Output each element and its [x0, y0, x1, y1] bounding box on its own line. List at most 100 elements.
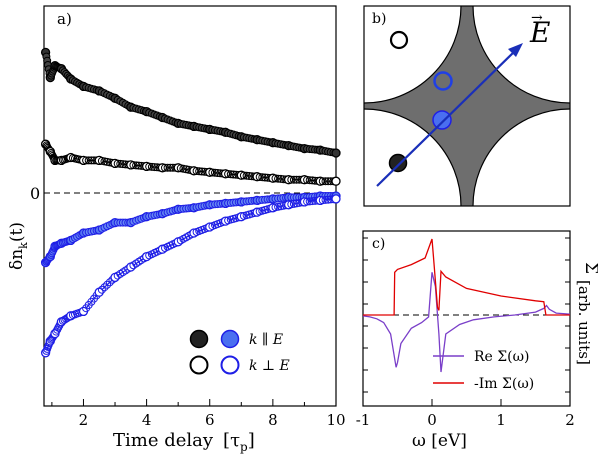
panel-a-legend: k ∥ E k ⊥ E [189, 329, 290, 375]
y-axis-label-main: δn [7, 249, 27, 270]
data-point-series-2 [129, 161, 138, 170]
data-point-series-2 [145, 162, 154, 171]
data-point-series-4 [321, 195, 330, 204]
data-point-series-2 [132, 161, 141, 170]
x-axis-label-main: Time delay [113, 430, 214, 451]
data-point-series-2 [82, 156, 91, 165]
data-point-series-2 [318, 177, 327, 186]
x-tick-label: 4 [142, 411, 152, 429]
corner-region-bottom-right [472, 108, 570, 206]
panel-a-points [40, 47, 341, 358]
k-point-filled-blue [432, 110, 452, 130]
panel-c-label: c) [372, 236, 385, 252]
data-point-series-2 [239, 171, 248, 180]
y-axis-label-arg: (t) [7, 222, 27, 242]
data-point-series-2 [258, 173, 267, 182]
data-point-series-2 [147, 162, 156, 171]
x-tick-label: 8 [268, 411, 278, 429]
y-axis-label-sub: k [17, 242, 30, 249]
panel-c-lines [362, 238, 571, 373]
data-point-series-2 [195, 167, 204, 176]
legend-text-perpendicular: k ⊥ E [249, 358, 290, 374]
data-point-series-2 [208, 168, 217, 177]
panel-b-frame [363, 5, 571, 207]
fit-line-series-4 [45, 198, 337, 354]
re-sigma-line [362, 272, 571, 373]
data-point-series-2 [226, 170, 235, 179]
x-axis-label: Time delay [τp] [113, 430, 255, 454]
legend-text-re: Re Σ(ω) [474, 349, 530, 365]
legend-text-im: -Im Σ(ω) [474, 376, 534, 392]
im-sigma-line [363, 238, 570, 316]
legend-marker-blue-filled [220, 329, 240, 349]
data-point-series-2 [116, 159, 125, 168]
data-point-series-2 [255, 173, 264, 181]
data-point-series-4 [105, 278, 114, 287]
data-point-series-4 [303, 197, 312, 206]
data-point-series-2 [289, 175, 298, 184]
legend-marker-blue-open [220, 355, 240, 375]
data-point-series-2 [84, 156, 93, 165]
data-point-series-4 [331, 194, 341, 204]
panel-c: c) Σ [arb. units] ω [eV] -1 0 1 2 Re Σ(ω) -… [356, 230, 598, 451]
c-x-tick-label: -1 [356, 411, 371, 429]
data-point-series-2 [242, 171, 251, 180]
legend-marker-black-open [189, 355, 209, 375]
corner-region-top-left [364, 6, 462, 104]
corner-region-top-right [472, 6, 570, 104]
field-vector-label: E [529, 16, 550, 49]
panel-b-label: b) [372, 11, 386, 27]
data-point-series-2 [179, 164, 188, 173]
data-point-series-2 [331, 176, 341, 186]
panel-a: a) 0 δnk(t) Time delay [τp] 2 4 6 8 10 k ∥ E … [7, 5, 346, 454]
x-axis-label-unit: [τ [223, 430, 240, 451]
panel-c-ylabel-symbol: Σ [581, 262, 598, 274]
legend-text-parallel: k ∥ E [249, 332, 283, 348]
data-point-series-2 [224, 170, 233, 178]
corner-region-bottom-left [364, 108, 462, 206]
panel-c-frame [362, 230, 571, 407]
y-axis-label: δnk(t) [7, 222, 30, 270]
panel-a-ticks: 2 4 6 8 10 [51, 399, 346, 429]
data-point-series-2 [271, 174, 280, 183]
data-point-series-2 [211, 168, 219, 177]
c-x-tick-label: 2 [565, 411, 575, 429]
x-tick-label: 10 [326, 411, 345, 429]
x-axis-label-unit-sub: p [240, 440, 248, 454]
data-point-series-2 [274, 174, 283, 183]
field-arrow-head [508, 43, 523, 57]
data-point-series-2 [321, 177, 330, 186]
panel-c-legend: Re Σ(ω) -Im Σ(ω) [433, 349, 534, 392]
k-point-filled-black [388, 153, 408, 173]
data-point-series-2 [287, 175, 296, 184]
data-point-series-4 [305, 197, 314, 206]
data-point-series-2 [161, 163, 169, 172]
c-x-tick-label: 1 [496, 411, 506, 429]
fit-line-series-1 [45, 52, 337, 154]
legend-marker-black-filled [189, 329, 209, 349]
field-arrow-shaft [376, 49, 517, 187]
panel-c-ylabel-unit: [arb. units] [575, 280, 593, 365]
k-point-open-black [389, 30, 409, 50]
data-point-series-1 [331, 148, 341, 158]
field-vector-arrow: → [531, 10, 543, 26]
data-point-series-4 [100, 283, 109, 292]
k-point-open-blue [433, 71, 453, 91]
panel-b: b) E → [363, 5, 571, 207]
data-point-series-2 [305, 176, 314, 185]
data-point-series-4 [287, 200, 296, 209]
x-tick-label: 2 [79, 411, 89, 429]
x-axis-label-unit-close: ] [248, 430, 255, 451]
data-point-series-2 [163, 163, 172, 172]
c-x-tick-label: 0 [427, 411, 437, 429]
data-point-series-4 [97, 285, 106, 294]
data-point-series-2 [192, 167, 201, 175]
panel-c-ticks: -1 0 1 2 [356, 237, 575, 429]
data-point-series-2 [113, 159, 122, 168]
panel-a-label: a) [57, 10, 72, 28]
zero-label: 0 [30, 184, 40, 203]
data-point-series-4 [103, 280, 112, 289]
panel-c-xlabel: ω [eV] [412, 431, 467, 451]
x-tick-label: 6 [205, 411, 215, 429]
